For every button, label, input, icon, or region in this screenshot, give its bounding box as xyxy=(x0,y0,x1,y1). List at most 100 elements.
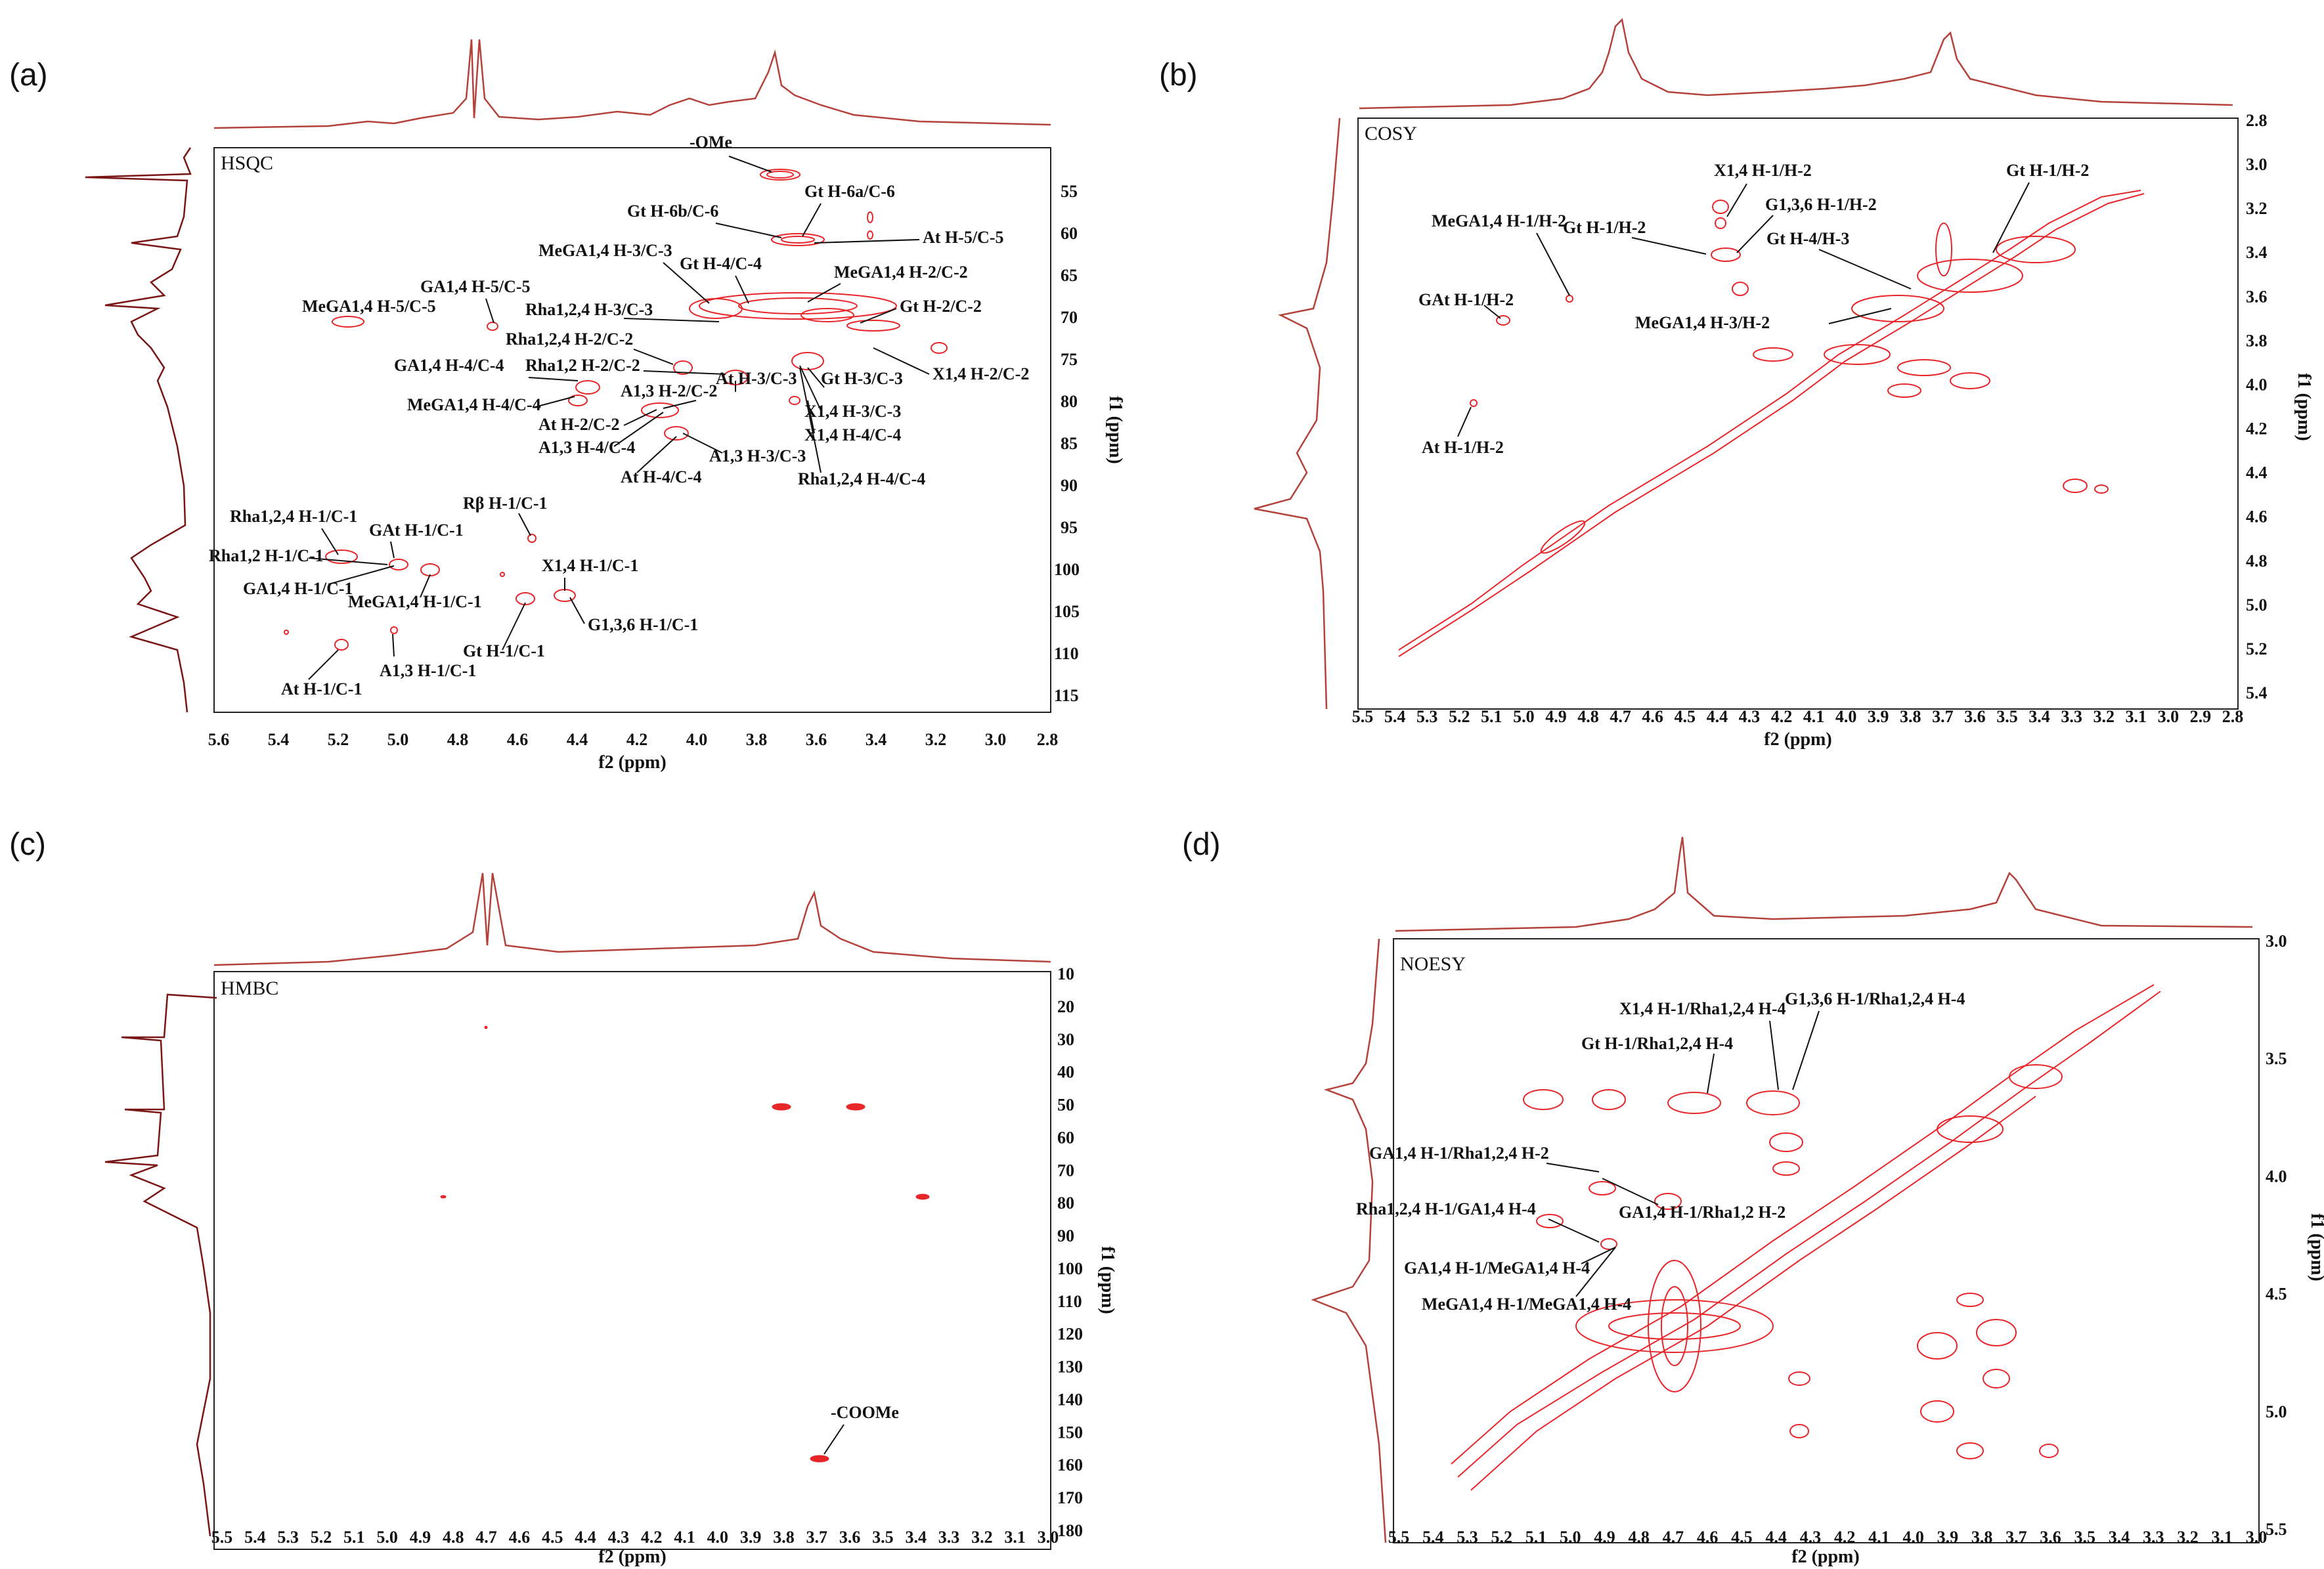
peak-label: A1,3 H-2/C-2 xyxy=(621,381,717,400)
x-tick-label: 5.4 xyxy=(1384,707,1406,726)
x-tick-label: 5.3 xyxy=(1457,1528,1478,1547)
peak-label: At H-1/C-1 xyxy=(281,679,362,699)
y-tick-label: 3.8 xyxy=(2246,331,2268,350)
peak-label: Rha1,2,4 H-3/C-3 xyxy=(525,300,653,319)
y-tick-label: 2.8 xyxy=(2246,111,2268,130)
x-tick-label: 5.0 xyxy=(387,730,409,749)
x-tick-label: 4.5 xyxy=(542,1528,563,1547)
y-tick-label: 10 xyxy=(1057,964,1074,983)
peak-labels: X1,4 H-1/Rha1,2,4 H-4 G1,3,6 H-1/Rha1,2,… xyxy=(1356,989,1965,1314)
panel-tag-a: (a) xyxy=(9,58,48,93)
x-tick-label: 3.6 xyxy=(2040,1528,2061,1547)
peak-label: GA1,4 H-1/MeGA1,4 H-4 xyxy=(1404,1258,1590,1278)
x-tick-label: 4.3 xyxy=(1739,707,1761,726)
x-tick-label: 5.1 xyxy=(1481,707,1502,726)
x-tick-label: 3.2 xyxy=(2177,1528,2199,1547)
x-tick-label: 4.1 xyxy=(1868,1528,1890,1547)
x-tick-label: 5.3 xyxy=(277,1528,299,1547)
peak-label: Rβ H-1/C-1 xyxy=(463,494,548,513)
x-tick-label: 3.1 xyxy=(2212,1528,2233,1547)
y-tick-labels: 10 20 30 40 50 60 70 80 90 100 110 120 130 140 150 160 1… xyxy=(1057,964,1083,1540)
peak-label: X1,4 H-4/C-4 xyxy=(804,425,901,444)
x-tick-label: 3.6 xyxy=(1964,707,1986,726)
peak-label: Rha1,2 H-1/C-1 xyxy=(209,546,324,565)
annotation-arrows xyxy=(1457,182,2030,437)
peak-label: Gt H-4/C-4 xyxy=(680,254,762,273)
x-tick-label: 4.4 xyxy=(1765,1528,1787,1547)
peak-label: A1,3 H-4/C-4 xyxy=(538,438,635,457)
peak-label: Gt H-6a/C-6 xyxy=(804,182,895,201)
spectrum-name: HSQC xyxy=(221,152,273,174)
x-tick-label: 3.7 xyxy=(806,1528,828,1547)
x-tick-label: 3.4 xyxy=(2028,707,2050,726)
peak-label: At H-3/C-3 xyxy=(716,369,797,388)
x-tick-label: 4.6 xyxy=(507,730,529,749)
peak-label: X1,4 H-2/C-2 xyxy=(932,364,1029,383)
peak-label: Rha1,2,4 H-2/C-2 xyxy=(506,330,633,349)
x-tick-label: 3.8 xyxy=(1971,1528,1993,1547)
y-tick-label: 120 xyxy=(1057,1325,1083,1344)
x-tick-label: 4.4 xyxy=(575,1528,596,1547)
peak-label: MeGA1,4 H-2/C-2 xyxy=(834,263,968,282)
panel-tag-b: (b) xyxy=(1159,58,1198,93)
peak-label: Gt H-3/C-3 xyxy=(821,369,903,388)
x-tick-label: 5.4 xyxy=(244,1528,266,1547)
x-tick-label: 4.4 xyxy=(567,730,588,749)
y-tick-label: 140 xyxy=(1057,1390,1083,1409)
peak-label: -COOMe xyxy=(831,1403,899,1422)
y-tick-label: 60 xyxy=(1061,224,1078,243)
x-tick-label: 5.1 xyxy=(1525,1528,1547,1547)
peak-label: Gt H-4/H-3 xyxy=(1766,229,1849,248)
y-tick-label: 130 xyxy=(1057,1358,1083,1377)
y-tick-label: 65 xyxy=(1061,266,1078,285)
x-tick-label: 5.5 xyxy=(1388,1528,1410,1547)
y-axis-label: f1 (ppm) xyxy=(1105,396,1126,463)
peak-label: G1,3,6 H-1/C-1 xyxy=(588,615,698,634)
x-tick-label: 3.2 xyxy=(2093,707,2115,726)
x-tick-label: 3.5 xyxy=(1996,707,2018,726)
panel-b-cosy: COSY f2 (ppm) f1 (ppm) 5.5 5.4 5.3 5.2 5.1 5.… xyxy=(1254,18,2314,750)
x-tick-label: 4.9 xyxy=(1545,707,1567,726)
x-tick-label: 5.2 xyxy=(311,1528,332,1547)
peak-label: At H-4/C-4 xyxy=(621,467,701,486)
y-tick-label: 4.5 xyxy=(2266,1285,2287,1304)
x-tick-label: 3.2 xyxy=(925,730,947,749)
x-tick-label: 5.0 xyxy=(1513,707,1535,726)
x-tick-label: 4.9 xyxy=(410,1528,431,1547)
peak-label: Rha1,2,4 H-1/C-1 xyxy=(230,507,357,526)
contour-peaks xyxy=(1451,984,2161,1491)
y-tick-label: 160 xyxy=(1057,1455,1083,1474)
x-tick-label: 2.8 xyxy=(1037,730,1059,749)
y-tick-label: 70 xyxy=(1057,1161,1074,1180)
peak-label: Gt H-1/Rha1,2,4 H-4 xyxy=(1581,1034,1733,1053)
x-tick-label: 5.0 xyxy=(376,1528,398,1547)
x-tick-label: 3.5 xyxy=(2074,1528,2096,1547)
peak-label: GA1,4 H-1/Rha1,2,4 H-2 xyxy=(1369,1144,1549,1163)
x-tick-label: 5.4 xyxy=(1422,1528,1444,1547)
left-projection xyxy=(85,147,192,713)
panel-d-noesy: NOESY f2 (ppm) f1 (ppm) 5.5 5.4 5.3 5.2 5.1 5… xyxy=(1311,836,2324,1567)
x-tick-label: 3.7 xyxy=(1932,707,1954,726)
y-tick-label: 100 xyxy=(1054,560,1080,579)
left-projection xyxy=(104,993,217,1537)
x-tick-label: 3.9 xyxy=(1868,707,1889,726)
panel-a-hsqc: HSQC f2 (ppm) f1 (ppm) 5.6 5.4 5.2 5.0 4… xyxy=(85,39,1126,773)
x-tick-label: 3.0 xyxy=(985,730,1007,749)
peak-label: Gt H-1/H-2 xyxy=(2006,161,2089,180)
peak-label: GA1,4 H-5/C-5 xyxy=(420,277,531,296)
x-tick-label: 4.2 xyxy=(641,1528,663,1547)
plot-frame xyxy=(213,971,1051,1550)
x-tick-labels: 5.5 5.4 5.3 5.2 5.1 5.0 4.9 4.8 4.7 4.6 4.5 4.4 4.3 4… xyxy=(1388,1528,2268,1547)
peak-label: MeGA1,4 H-1/C-1 xyxy=(348,592,482,611)
y-tick-label: 3.2 xyxy=(2246,199,2268,218)
y-axis-label: f1 (ppm) xyxy=(2294,373,2314,441)
y-axis-label: f1 (ppm) xyxy=(2307,1213,2324,1281)
y-tick-label: 95 xyxy=(1061,518,1078,537)
peak-label: Gt H-6b/C-6 xyxy=(627,202,718,221)
peak-label: GAt H-1/H-2 xyxy=(1418,290,1514,309)
x-tick-label: 4.9 xyxy=(1594,1528,1615,1547)
x-tick-label: 3.2 xyxy=(971,1528,993,1547)
y-tick-label: 50 xyxy=(1057,1096,1074,1115)
y-tick-labels: 3.0 3.5 4.0 4.5 5.0 5.5 xyxy=(2266,932,2287,1539)
